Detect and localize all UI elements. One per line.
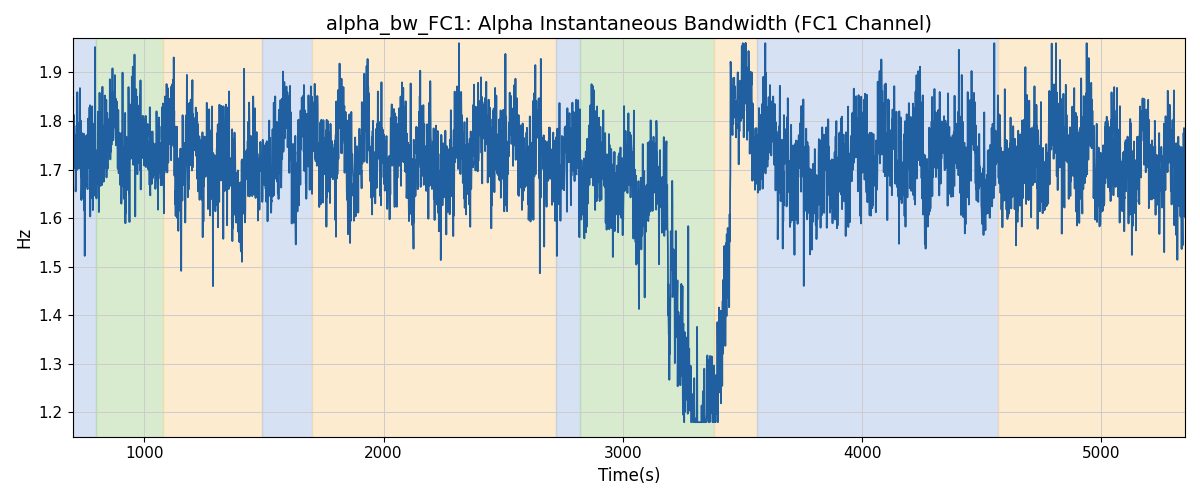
Y-axis label: Hz: Hz <box>14 227 32 248</box>
Bar <box>998 38 1186 436</box>
Bar <box>262 38 312 436</box>
Bar <box>580 38 714 436</box>
Bar <box>72 38 96 436</box>
Bar <box>96 38 163 436</box>
Bar <box>312 38 556 436</box>
X-axis label: Time(s): Time(s) <box>598 467 660 485</box>
Title: alpha_bw_FC1: Alpha Instantaneous Bandwidth (FC1 Channel): alpha_bw_FC1: Alpha Instantaneous Bandwi… <box>325 15 931 35</box>
Bar <box>556 38 580 436</box>
Bar <box>757 38 998 436</box>
Bar <box>163 38 262 436</box>
Bar <box>714 38 757 436</box>
